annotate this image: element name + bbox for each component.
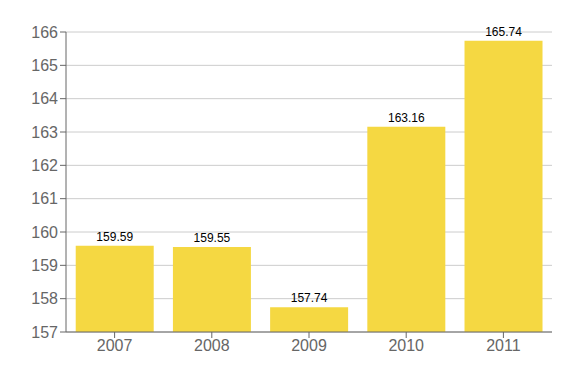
svg-text:2009: 2009 xyxy=(291,337,327,354)
svg-text:157.74: 157.74 xyxy=(291,291,328,305)
svg-text:162: 162 xyxy=(31,157,58,174)
svg-text:2010: 2010 xyxy=(388,337,424,354)
svg-text:163: 163 xyxy=(31,124,58,141)
svg-text:166: 166 xyxy=(31,24,58,41)
svg-text:2007: 2007 xyxy=(97,337,133,354)
svg-text:158: 158 xyxy=(31,290,58,307)
svg-text:165.74: 165.74 xyxy=(485,25,522,39)
svg-text:160: 160 xyxy=(31,224,58,241)
svg-text:159.59: 159.59 xyxy=(96,230,133,244)
svg-text:2011: 2011 xyxy=(486,337,521,354)
svg-text:163.16: 163.16 xyxy=(388,111,425,125)
svg-text:2008: 2008 xyxy=(194,337,230,354)
svg-text:159: 159 xyxy=(31,257,58,274)
svg-text:159.55: 159.55 xyxy=(194,231,231,245)
svg-text:165: 165 xyxy=(31,57,58,74)
svg-text:161: 161 xyxy=(31,190,58,207)
svg-text:164: 164 xyxy=(31,90,58,107)
svg-text:157: 157 xyxy=(31,324,58,341)
